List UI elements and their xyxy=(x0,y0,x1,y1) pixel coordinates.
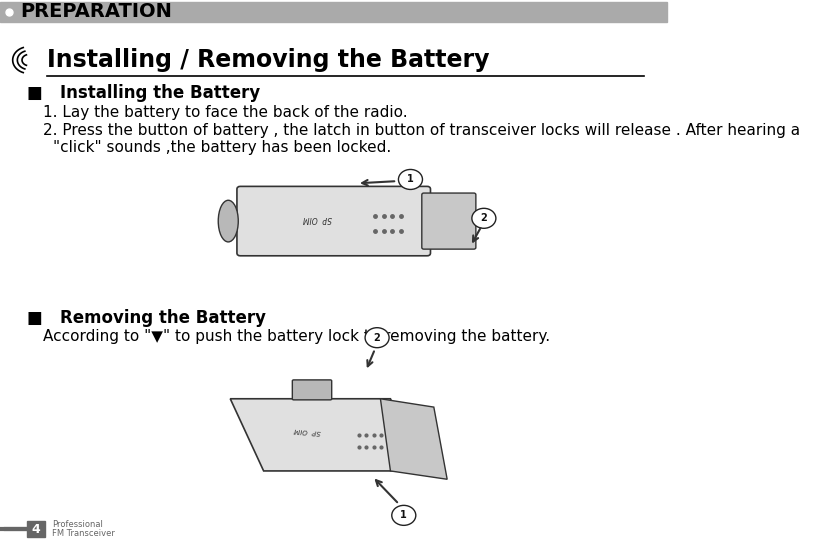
Circle shape xyxy=(398,169,422,189)
Ellipse shape xyxy=(218,201,238,242)
Bar xyxy=(26,521,45,537)
Polygon shape xyxy=(230,399,424,471)
Text: 2. Press the button of battery , the latch in button of transceiver locks will r: 2. Press the button of battery , the lat… xyxy=(44,123,800,138)
Text: ■   Installing the Battery: ■ Installing the Battery xyxy=(26,85,260,102)
Bar xyxy=(0,2,667,22)
Text: 2: 2 xyxy=(373,333,381,343)
FancyBboxPatch shape xyxy=(292,380,332,400)
Text: 1: 1 xyxy=(401,510,407,520)
FancyBboxPatch shape xyxy=(422,193,476,249)
Text: Professional: Professional xyxy=(52,520,103,529)
Text: 2: 2 xyxy=(481,213,487,223)
Text: SP  OIM: SP OIM xyxy=(302,214,331,223)
Circle shape xyxy=(365,328,389,348)
Text: FM Transceiver: FM Transceiver xyxy=(52,529,115,538)
Text: 1: 1 xyxy=(407,174,414,184)
Circle shape xyxy=(392,505,415,525)
Text: According to "▼" to push the battery lock to removing the battery.: According to "▼" to push the battery loc… xyxy=(44,329,550,344)
Text: Installing / Removing the Battery: Installing / Removing the Battery xyxy=(47,48,489,72)
Text: ■   Removing the Battery: ■ Removing the Battery xyxy=(26,309,266,328)
Text: SP  OIM: SP OIM xyxy=(293,426,320,434)
Polygon shape xyxy=(381,399,447,479)
Text: "click" sounds ,the battery has been locked.: "click" sounds ,the battery has been loc… xyxy=(54,140,392,155)
Text: 1. Lay the battery to face the back of the radio.: 1. Lay the battery to face the back of t… xyxy=(44,105,408,120)
FancyBboxPatch shape xyxy=(237,187,430,256)
Text: PREPARATION: PREPARATION xyxy=(20,2,172,21)
Text: 4: 4 xyxy=(31,522,40,536)
Circle shape xyxy=(472,208,496,228)
